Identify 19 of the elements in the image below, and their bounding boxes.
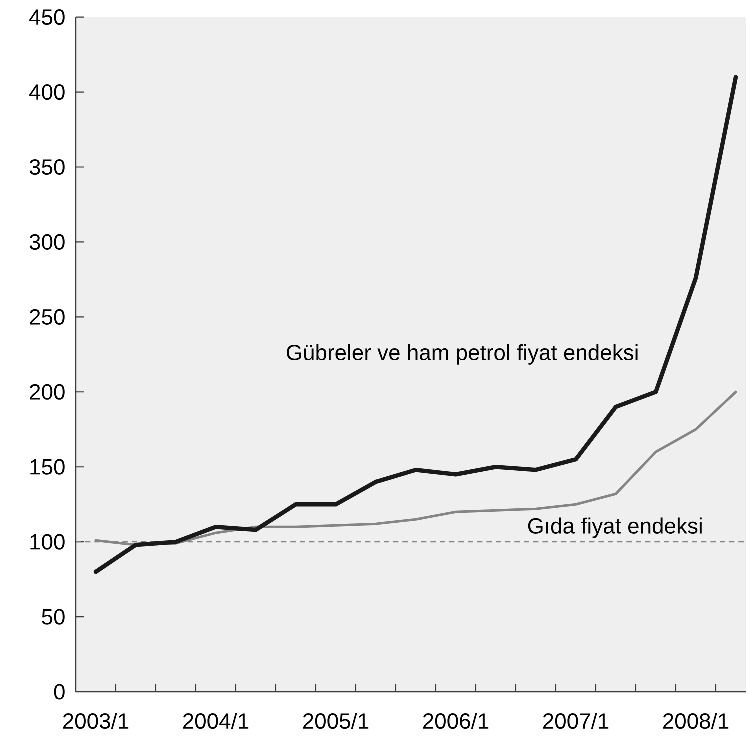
y-tick-label: 200	[30, 384, 65, 400]
x-tick-label: 2006/1	[423, 712, 489, 730]
x-tick-label: 2004/1	[183, 712, 249, 730]
y-tick-label: 50	[42, 609, 65, 625]
y-tick-label: 100	[30, 534, 65, 550]
y-tick-label: 350	[30, 159, 65, 176]
y-tick-label: 250	[30, 309, 65, 325]
x-tick-label: 2003/1	[63, 712, 129, 730]
y-tick-label: 450	[30, 10, 65, 26]
x-tick-label: 2005/1	[303, 712, 369, 730]
line-series	[94, 75, 738, 574]
series-label: Gübreler ve ham petrol fiyat endeksi	[287, 344, 638, 365]
y-tick-label: 150	[30, 459, 65, 475]
series-label: Gıda fiyat endeksi	[528, 518, 702, 538]
x-tick-label: 2007/1	[543, 712, 609, 730]
x-tick-label: 2008/1	[663, 712, 729, 730]
y-tick-label: 300	[30, 234, 65, 250]
y-tick-label: 400	[30, 84, 65, 100]
y-tick-label: 0	[54, 684, 65, 700]
